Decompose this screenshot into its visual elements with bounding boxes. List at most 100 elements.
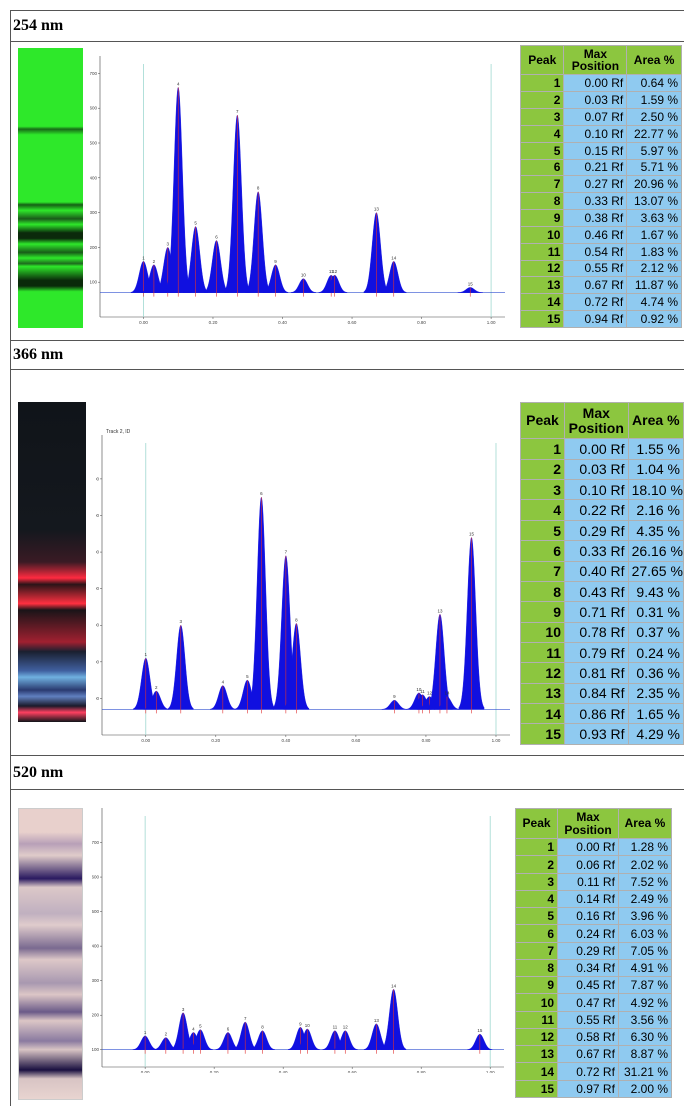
x-tick-label: 0.60 (348, 320, 357, 325)
table-row: 11 0.54 Rf 1.83 % (519, 242, 682, 261)
cell: 0.29 Rf (564, 519, 629, 542)
y-tick-label: 500 (92, 909, 99, 914)
x-tick-label: 0.00 (139, 320, 148, 325)
y-tick-label: 600 (96, 513, 99, 518)
densitogram: Track 2, ID 100 200 300 400 500 600 700 0.00 0.20… (96, 429, 510, 743)
peak-number: 9 (519, 209, 565, 227)
cell: 3.56 % (617, 1010, 673, 1029)
cell: 0.93 Rf (564, 723, 629, 745)
peak-number: 14 (514, 1062, 559, 1081)
peak-number: 1 (520, 438, 565, 460)
peak-number: 1 (519, 74, 565, 93)
peak-label: 15 (468, 281, 474, 286)
peak-number: 8 (520, 580, 565, 603)
chart-title: Track 2, ID (106, 429, 131, 435)
peak-label: 7 (236, 109, 239, 114)
y-tick-label: 100 (96, 696, 99, 701)
cell: 0.46 Rf (563, 225, 628, 244)
peak-label: 12 (332, 269, 338, 274)
peak-label: 5 (194, 221, 197, 226)
x-tick-label: 0.80 (417, 320, 426, 325)
cell: 4.35 % (627, 519, 684, 542)
cell: 1.55 % (627, 438, 684, 460)
cell: 0.58 Rf (557, 1027, 619, 1047)
table-row: 2 0.03 Rf 1.04 % (520, 458, 684, 481)
cell: 0.11 Rf (557, 872, 619, 891)
peak-number: 7 (519, 175, 565, 194)
peak-label: 13 (437, 608, 443, 613)
peak-number: 15 (514, 1079, 559, 1099)
y-tick-label: 300 (90, 210, 97, 215)
peak-label: 12 (427, 691, 433, 696)
table-row: 15 0.93 Rf 4.29 % (520, 723, 684, 745)
peak-number: 7 (514, 941, 559, 960)
x-tick-label: 0.40 (278, 320, 287, 325)
cell: 1.28 % (617, 838, 673, 857)
peak-label: 13 (374, 207, 380, 212)
cell: 0.00 Rf (563, 74, 628, 93)
table-row: 10 0.78 Rf 0.37 % (520, 621, 684, 643)
table-row: 14 0.86 Rf 1.65 % (520, 703, 684, 725)
peak-label: 14 (444, 691, 450, 696)
cell: 31.21 % (617, 1062, 673, 1081)
table-row: 2 0.03 Rf 1.59 % (519, 91, 682, 110)
table-row: 7 0.40 Rf 27.65 % (520, 560, 684, 582)
peak-label: 9 (299, 1021, 302, 1026)
peak-number: 5 (520, 519, 565, 542)
cell: 0.43 Rf (564, 580, 629, 603)
peak-label: 3 (180, 619, 183, 624)
cell: 0.81 Rf (564, 662, 629, 684)
peak-table: Peak Max Position Area % 1 0.00 Rf 1.28 % 2 0.0… (514, 807, 673, 1099)
cell: 4.74 % (626, 293, 682, 311)
y-tick-label: 400 (96, 586, 99, 591)
cell: 0.45 Rf (557, 976, 619, 995)
section-header: 520 nm (10, 755, 684, 790)
table-row: 13 0.67 Rf 8.87 % (514, 1045, 673, 1064)
peak-label: 3 (167, 241, 170, 246)
peak-number: 11 (520, 641, 565, 664)
peak-number: 13 (519, 276, 565, 295)
peak-number: 4 (514, 889, 559, 909)
table-row: 9 0.38 Rf 3.63 % (519, 209, 682, 227)
peak-number: 10 (514, 993, 559, 1012)
x-tick-label: 0.40 (279, 1070, 288, 1073)
column-header: Max Position (557, 807, 619, 840)
peak-label: 11 (329, 269, 334, 274)
peak-number: 12 (520, 662, 565, 684)
table-row: 14 0.72 Rf 4.74 % (519, 293, 682, 311)
peak-label: 1 (142, 255, 145, 260)
cell: 13.07 % (626, 192, 682, 211)
peak-number: 9 (514, 976, 559, 995)
y-tick-label: 400 (90, 175, 97, 180)
x-tick-label: 0.00 (141, 738, 150, 743)
table-row: 3 0.11 Rf 7.52 % (514, 872, 673, 891)
peak-number: 5 (519, 141, 565, 160)
table-row: 12 0.58 Rf 6.30 % (514, 1027, 673, 1047)
cell: 0.67 Rf (557, 1045, 619, 1064)
y-tick-label: 200 (96, 659, 99, 664)
cell: 0.21 Rf (563, 158, 628, 177)
x-tick-label: 0.80 (417, 1070, 426, 1073)
table-row: 5 0.15 Rf 5.97 % (519, 141, 682, 160)
table: Peak Max Position Area % 1 0.00 Rf 1.28 % 2 0.0… (514, 807, 673, 1099)
cell: 0.40 Rf (564, 560, 629, 582)
y-tick-label: 400 (92, 944, 99, 949)
cell: 0.54 Rf (563, 242, 628, 261)
tlc-plate (18, 48, 83, 328)
cell: 0.72 Rf (563, 293, 628, 311)
peak-label: 4 (177, 81, 180, 86)
x-tick-label: 0.60 (352, 738, 361, 743)
peak-label: 2 (155, 685, 158, 690)
table-row: 8 0.43 Rf 9.43 % (520, 580, 684, 603)
peak-number: 1 (514, 838, 559, 857)
peak-number: 15 (519, 309, 565, 329)
x-tick-label: 0.40 (281, 738, 290, 743)
column-header: Peak (519, 44, 565, 76)
table-row: 11 0.55 Rf 3.56 % (514, 1010, 673, 1029)
y-tick-label: 600 (90, 106, 97, 111)
x-tick-label: 0.20 (210, 1070, 219, 1073)
x-tick-label: 0.20 (211, 738, 220, 743)
cell: 0.00 Rf (564, 438, 629, 460)
cell: 7.52 % (617, 872, 673, 891)
